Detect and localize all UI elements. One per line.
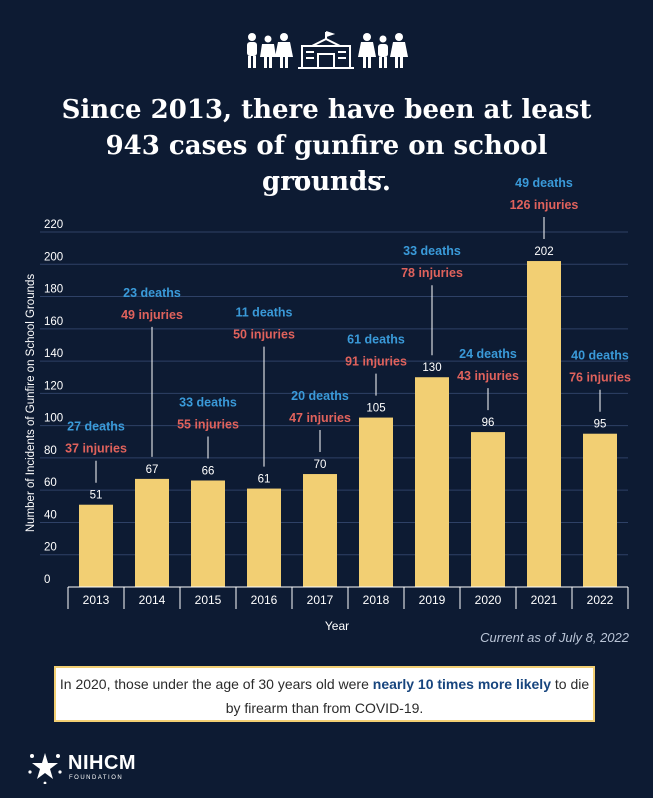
y-tick-label: 100 [44, 413, 63, 425]
injuries-label: 49 injuries [121, 308, 183, 322]
y-axis-label: Number of Incidents of Gunfire on School… [25, 274, 37, 533]
bar [79, 504, 113, 587]
deaths-label: 33 deaths [179, 396, 237, 410]
x-tick-label: 2016 [251, 593, 278, 607]
star-burst-icon [28, 753, 62, 784]
deaths-label: 27 deaths [67, 420, 125, 434]
y-tick-label: 200 [44, 251, 63, 263]
callout-box: In 2020, those under the age of 30 years… [54, 666, 595, 722]
y-tick-label: 0 [44, 574, 50, 586]
injuries-label: 126 injuries [510, 198, 579, 212]
y-tick-label: 180 [44, 284, 63, 296]
x-tick-label: 2014 [139, 593, 166, 607]
value-labels: 51 67 66 61 70 105 130 96 202 95 [90, 246, 607, 502]
value-label: 95 [594, 419, 607, 431]
annotation-labels: 37 injuries 27 deaths 49 injuries 23 deaths… [65, 176, 631, 456]
value-label: 51 [90, 490, 103, 502]
value-label: 61 [258, 474, 271, 486]
injuries-label: 78 injuries [401, 266, 463, 280]
bar-chart: 0 20 40 60 80 100 120 140 160 180 200 220 51 67 66 61 7… [25, 176, 631, 633]
injuries-label: 55 injuries [177, 418, 239, 432]
x-tick-label: 2017 [307, 593, 334, 607]
y-axis-ticks: 0 20 40 60 80 100 120 140 160 180 200 220 [44, 219, 63, 586]
deaths-label: 40 deaths [571, 349, 629, 363]
bar [247, 488, 281, 587]
bar [191, 480, 225, 587]
annotation-leaders [95, 217, 601, 483]
y-tick-label: 20 [44, 542, 57, 554]
y-tick-label: 140 [44, 348, 63, 360]
school-building-icon [298, 31, 354, 69]
x-tick-label: 2015 [195, 593, 222, 607]
bar [415, 377, 449, 587]
injuries-label: 76 injuries [569, 371, 631, 385]
deaths-label: 33 deaths [403, 244, 461, 258]
deaths-label: 61 deaths [347, 333, 405, 347]
callout-highlight: nearly 10 times more likely [372, 676, 551, 692]
y-tick-label: 80 [44, 445, 57, 457]
deaths-label: 20 deaths [291, 389, 349, 403]
value-label: 105 [366, 403, 385, 415]
bar [527, 261, 561, 587]
nihcm-logo: NIHCM FOUNDATION [28, 748, 168, 788]
y-tick-label: 220 [44, 219, 63, 231]
x-tick-label: 2019 [419, 593, 446, 607]
callout-text: In 2020, those under the age of 30 years… [59, 676, 373, 692]
deaths-label: 23 deaths [123, 286, 181, 300]
title-divider [273, 176, 385, 178]
deaths-label: 49 deaths [515, 176, 573, 190]
x-tick-label: 2013 [83, 593, 110, 607]
deaths-label: 11 deaths [236, 306, 293, 320]
x-tick-label: 2022 [587, 593, 614, 607]
x-tick-label: 2020 [475, 593, 502, 607]
value-label: 67 [146, 464, 159, 476]
injuries-label: 91 injuries [345, 355, 407, 369]
injuries-label: 50 injuries [233, 328, 295, 342]
x-axis-label: Year [325, 619, 349, 633]
y-tick-label: 160 [44, 316, 63, 328]
logo-name: NIHCM [68, 752, 137, 774]
y-tick-label: 40 [44, 509, 57, 521]
bar [583, 433, 617, 587]
people-group-icon [247, 33, 293, 68]
value-label: 202 [534, 246, 553, 258]
bars [79, 261, 617, 587]
x-axis: 2013 2014 2015 2016 2017 2018 2019 2020 2021 2022 [67, 586, 629, 609]
value-label: 130 [422, 362, 441, 374]
y-tick-label: 120 [44, 380, 63, 392]
people-group-icon [358, 33, 408, 68]
injuries-label: 37 injuries [65, 442, 127, 456]
currency-note: Current as of July 8, 2022 [480, 630, 629, 645]
value-label: 66 [202, 466, 215, 478]
x-tick-label: 2018 [363, 593, 390, 607]
value-label: 96 [482, 417, 495, 429]
page-title: Since 2013, there have been at least 943… [61, 95, 592, 197]
y-tick-label: 60 [44, 477, 57, 489]
header-icons [247, 31, 408, 69]
x-tick-label: 2021 [531, 593, 558, 607]
injuries-label: 43 injuries [457, 369, 519, 383]
deaths-label: 24 deaths [459, 347, 517, 361]
logo-subtitle: FOUNDATION [69, 775, 124, 781]
bar [135, 478, 169, 587]
value-label: 70 [314, 459, 327, 471]
callout-text-end: to die by firearm than from COVID-19. [225, 676, 590, 716]
bar [359, 417, 393, 587]
bar [303, 474, 337, 587]
injuries-label: 47 injuries [289, 411, 351, 425]
bar [471, 432, 505, 587]
